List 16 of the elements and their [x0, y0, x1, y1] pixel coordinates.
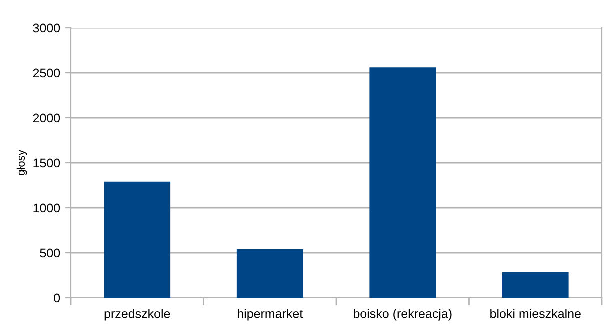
x-tick-label: przedszkole: [104, 309, 170, 321]
bar: [236, 249, 304, 298]
bar: [104, 182, 171, 298]
y-tick-label: 500: [40, 248, 60, 258]
y-tick-label: 3000: [33, 24, 60, 33]
bar: [502, 272, 569, 298]
x-tick-label: boisko (rekreacja): [354, 309, 452, 321]
y-axis-title: głosy: [16, 150, 28, 176]
y-tick-label: 2500: [33, 68, 60, 78]
y-tick-label: 1000: [34, 204, 60, 213]
y-tick-label: 0: [54, 294, 60, 303]
y-tick-label: 2000: [33, 114, 60, 123]
x-tick-label: bloki mieszkalne: [490, 309, 581, 318]
x-tick-label: hipermarket: [238, 309, 304, 321]
bar: [370, 68, 436, 298]
y-tick-label: 1500: [34, 158, 60, 168]
